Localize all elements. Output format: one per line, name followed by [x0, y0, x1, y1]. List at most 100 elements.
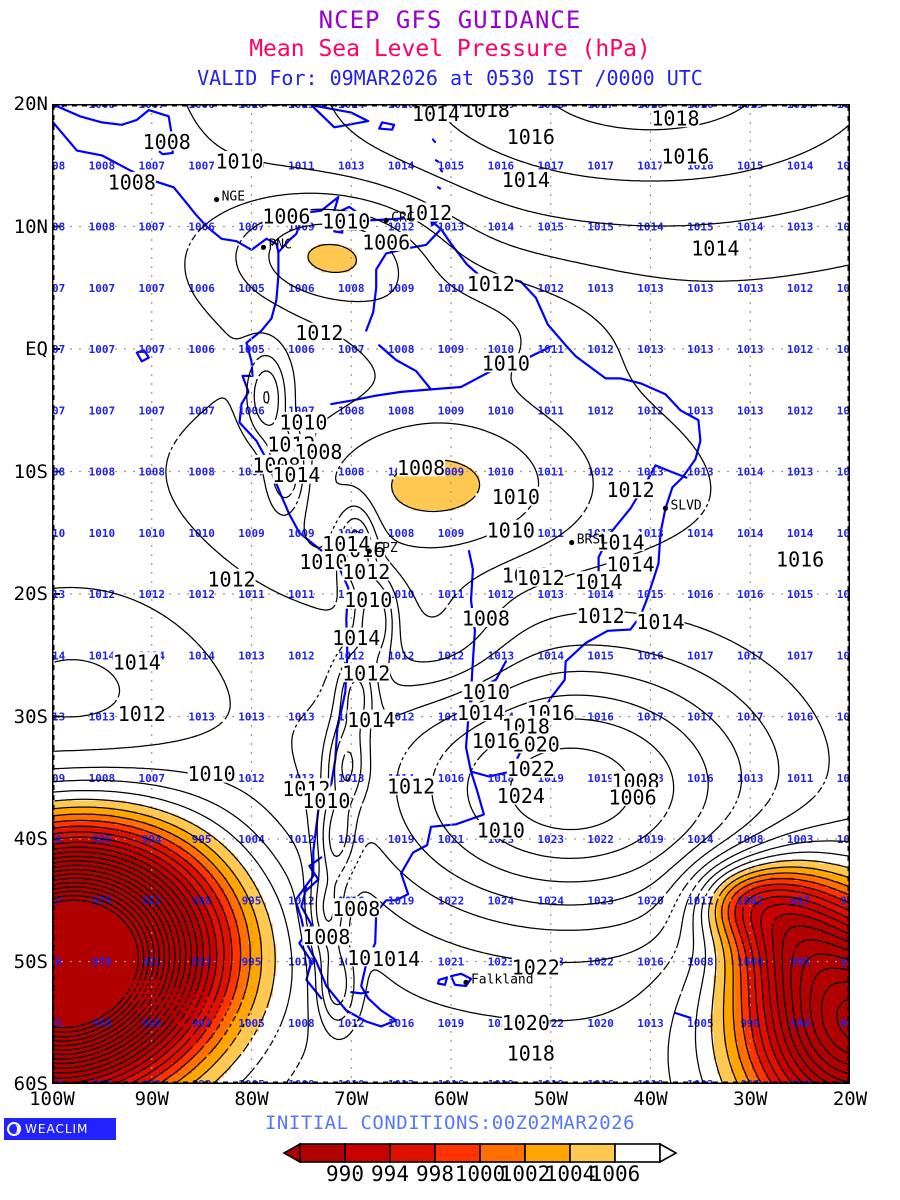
gridpoint-value: 999: [740, 1017, 760, 1030]
gridpoint-value: 1009: [238, 527, 265, 540]
gridpoint-value: 1003: [787, 833, 814, 846]
map-panel[interactable]: 1009100810071008101010131014101610171018…: [52, 104, 850, 1084]
gridpoint-value: 1013: [837, 527, 850, 540]
gridpoint-value: 1013: [488, 649, 515, 662]
gridpoint-value: 1013: [188, 711, 215, 724]
gridpoint-value: 1010: [488, 466, 515, 479]
gridpoint-value: 1011: [687, 894, 714, 907]
contour-label: 1008: [397, 456, 445, 480]
gridpoint-value: 1017: [637, 159, 664, 172]
contour-label: 1016: [661, 145, 709, 169]
gridpoint-value: 1007: [139, 404, 166, 417]
gridpoint-value: 1017: [587, 104, 614, 111]
contour-label: 1012: [342, 662, 390, 686]
gridpoint-value: 1016: [438, 1078, 465, 1084]
gridpoint-value: 1009: [438, 343, 465, 356]
gridpoint-value: 1007: [139, 104, 166, 111]
gridpoint-value: 1012: [787, 343, 814, 356]
gridpoint-value: 1012: [338, 649, 365, 662]
gridpoint-value: 1007: [139, 343, 166, 356]
lon-tick-label: 70W: [334, 1088, 369, 1110]
gridpoint-value: 1008: [139, 466, 166, 479]
lon-tick-label: 40W: [633, 1088, 668, 1110]
gridpoint-value: 1012: [837, 221, 850, 234]
gridpoint-value: 1013: [687, 282, 714, 295]
gridpoint-value: 1023: [488, 956, 515, 969]
gridpoint-value: 1016: [438, 772, 465, 785]
gridpoint-value: 1007: [188, 404, 215, 417]
city-label: BRSL: [577, 533, 608, 548]
gridpoint-value: 1008: [388, 527, 415, 540]
gridpoint-value: 1017: [687, 649, 714, 662]
gridpoint-value: 979: [92, 956, 112, 969]
gridpoint-value: 1010: [139, 527, 166, 540]
gridpoint-value: 1024: [488, 894, 515, 907]
gridpoint-value: 1022: [587, 956, 614, 969]
gridpoint-value: 1017: [637, 711, 664, 724]
gridpoint-value: 990: [840, 1017, 850, 1030]
gridpoint-value: 1014: [388, 159, 415, 172]
lon-tick-label: 90W: [134, 1088, 169, 1110]
contour-label: 1006: [608, 785, 656, 809]
gridpoint-value: 1006: [188, 282, 215, 295]
gridpoint-value: 1015: [687, 221, 714, 234]
gridpoint-value: 1010: [637, 1078, 664, 1084]
circle-c-icon: [7, 1122, 21, 1136]
contour-label: 1008: [294, 440, 342, 464]
contour-label: 1006: [262, 205, 310, 229]
gridpoint-value: 1013: [238, 649, 265, 662]
mslp-contour-map[interactable]: 1009100810071008101010131014101610171018…: [52, 104, 850, 1084]
contour-label: 1018: [462, 104, 510, 122]
contour-label: 1010: [462, 680, 510, 704]
gridpoint-value: 992: [192, 1078, 212, 1084]
colorbar-tick-label: 1002: [499, 1162, 551, 1186]
gridpoint-value: 1008: [89, 104, 116, 111]
contour-label: 1012: [577, 604, 625, 628]
gridpoint-value: 1013: [787, 466, 814, 479]
gridpoint-value: 1010: [438, 282, 465, 295]
gridpoint-value: 1014: [52, 649, 66, 662]
gridpoint-value: 984: [52, 1078, 62, 1084]
contour-label: 1008: [302, 925, 350, 949]
contour-label: 1012: [606, 478, 654, 502]
gridpoint-value: 1016: [687, 588, 714, 601]
city-label: CRC: [391, 210, 414, 225]
gridpoint-value: 1008: [52, 221, 65, 234]
weaclim-logo[interactable]: WEACLIM: [4, 1118, 116, 1140]
gridpoint-value: 1007: [139, 282, 166, 295]
gridpoint-value: 1010: [388, 588, 415, 601]
gridpoint-value: 1013: [338, 159, 365, 172]
gridpoint-value: 1005: [238, 1078, 265, 1084]
contour-label: 1008: [462, 607, 510, 631]
gridpoint-value: 1007: [52, 343, 65, 356]
gridpoint-value: 1006: [188, 343, 215, 356]
gridpoint-value: 1012: [288, 833, 315, 846]
gridpoint-value: 1009: [438, 404, 465, 417]
colorbar-tick-label: 1000: [454, 1162, 506, 1186]
initial-conditions-label: INITIAL CONDITIONS:00Z02MAR2026: [264, 1112, 636, 1134]
gridpoint-value: 1007: [52, 282, 65, 295]
gridpoint-value: 1016: [687, 772, 714, 785]
gridpoint-value: 1008: [89, 466, 116, 479]
contour-label: 1014: [113, 651, 161, 675]
gridpoint-value: 1011: [538, 527, 565, 540]
gridpoint-value: 1000: [837, 833, 850, 846]
page-subtitle: Mean Sea Level Pressure (hPa): [249, 36, 651, 62]
gridpoint-value: 1012: [837, 466, 850, 479]
gridpoint-value: 1016: [637, 956, 664, 969]
contour-label: 1014: [457, 701, 505, 725]
gridpoint-value: 1008: [288, 1078, 315, 1084]
gridpoint-value: 995: [740, 1078, 760, 1084]
gridpoint-value: 1015: [737, 104, 764, 111]
gridpoint-value: 1011: [787, 772, 814, 785]
gridpoint-value: 1007: [238, 221, 265, 234]
contour-label: 1010: [487, 518, 535, 542]
gridpoint-value: 1014: [787, 104, 814, 111]
gridpoint-value: 1009: [388, 282, 415, 295]
gridpoint-value: 1010: [288, 956, 315, 969]
gridpoint-value: 1011: [288, 588, 315, 601]
colorbar-swatch: [434, 1143, 481, 1163]
contour-label: 1008: [143, 130, 191, 154]
colorbar-swatch: [479, 1143, 526, 1163]
